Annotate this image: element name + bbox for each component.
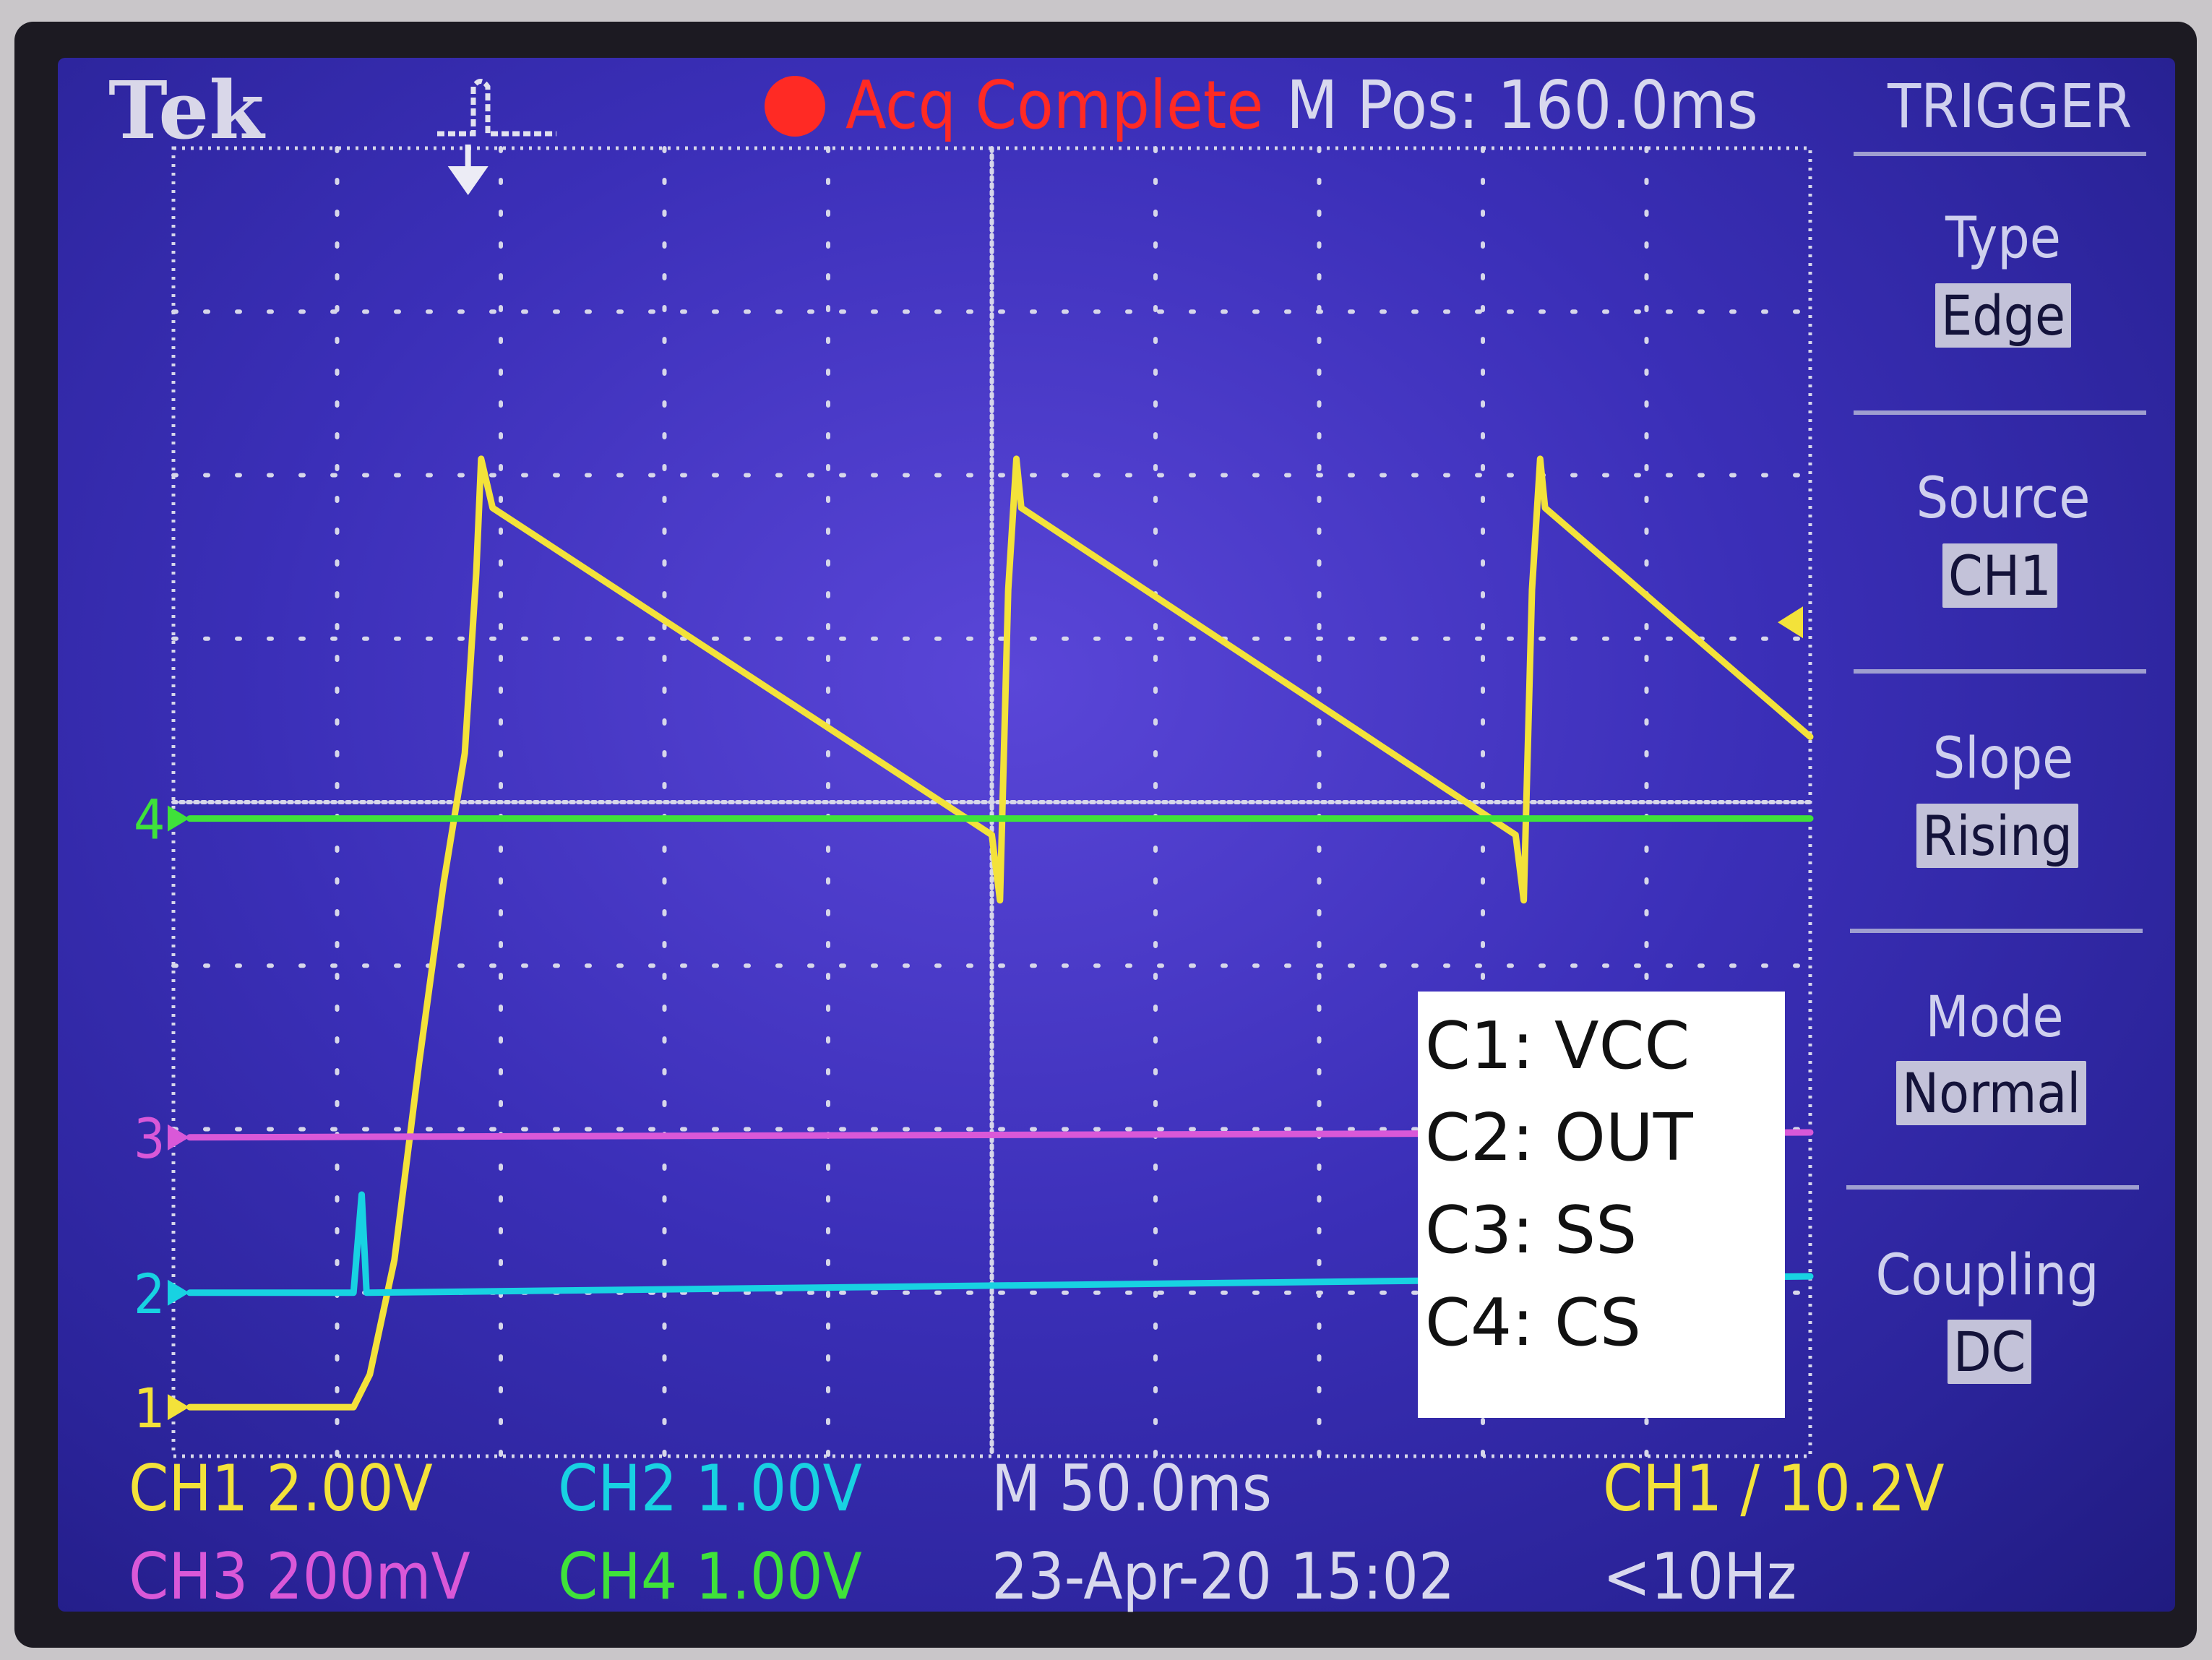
- acquisition-status: Acq Complete: [845, 66, 1264, 144]
- channel-marker-label: 2: [134, 1262, 165, 1326]
- m-position: M Pos: 160.0ms: [1286, 66, 1758, 144]
- menu-label-source: Source: [1916, 466, 2091, 531]
- channel-marker-arrow: [168, 1124, 189, 1151]
- legend-item: C2: OUT: [1425, 1100, 1693, 1176]
- trigger-position-marker: [447, 166, 489, 195]
- menu-value-type[interactable]: Edge: [1935, 283, 2072, 348]
- trigger-readout: CH1 ∕ 10.2V: [1603, 1451, 1945, 1526]
- menu-value-slope[interactable]: Rising: [1916, 804, 2078, 868]
- ch3-scale: CH3 200mV: [129, 1539, 470, 1614]
- status-dot-icon: [765, 76, 825, 137]
- timebase: M 50.0ms: [991, 1451, 1273, 1526]
- menu-value-mode[interactable]: Normal: [1896, 1061, 2087, 1125]
- menu-label-slope: Slope: [1932, 726, 2074, 791]
- divider: [1854, 410, 2146, 415]
- divider: [1854, 669, 2146, 674]
- trigger-pulse-icon: [437, 79, 556, 137]
- frequency-readout: <10Hz: [1603, 1539, 1797, 1614]
- menu-value-source[interactable]: CH1: [1942, 543, 2057, 608]
- ch1-scale: CH1 2.00V: [129, 1451, 433, 1526]
- menu-label-type: Type: [1945, 206, 2061, 271]
- legend-box: [1418, 992, 1785, 1418]
- channel-marker-arrow: [168, 1279, 189, 1306]
- channel-marker-arrow: [168, 1394, 189, 1421]
- legend-item: C1: VCC: [1425, 1008, 1690, 1084]
- legend-item: C4: CS: [1425, 1285, 1642, 1361]
- waveform-ch1: [186, 455, 1814, 1411]
- channel-marker-label: 3: [134, 1106, 165, 1171]
- divider: [1846, 1185, 2139, 1190]
- legend-item: C3: SS: [1425, 1192, 1638, 1268]
- ch4-scale: CH4 1.00V: [558, 1539, 862, 1614]
- channel-marker-arrow: [168, 805, 189, 832]
- trigger-level-marker: [1778, 606, 1803, 639]
- waveform-ch2: [186, 1191, 1814, 1296]
- screen: [58, 58, 2175, 1612]
- channel-marker-label: 1: [134, 1376, 165, 1440]
- channel-marker-label: 4: [134, 788, 165, 852]
- trigger-menu-title: TRIGGER: [1888, 71, 2133, 142]
- menu-label-mode: Mode: [1925, 985, 2064, 1050]
- ch2-scale: CH2 1.00V: [558, 1451, 862, 1526]
- brand-logo: Tek: [108, 64, 264, 157]
- datetime: 23-Apr-20 15:02: [991, 1539, 1455, 1614]
- menu-value-coupling[interactable]: DC: [1948, 1320, 2032, 1384]
- divider: [1854, 152, 2146, 156]
- menu-label-coupling: Coupling: [1875, 1243, 2099, 1308]
- divider: [1850, 929, 2143, 933]
